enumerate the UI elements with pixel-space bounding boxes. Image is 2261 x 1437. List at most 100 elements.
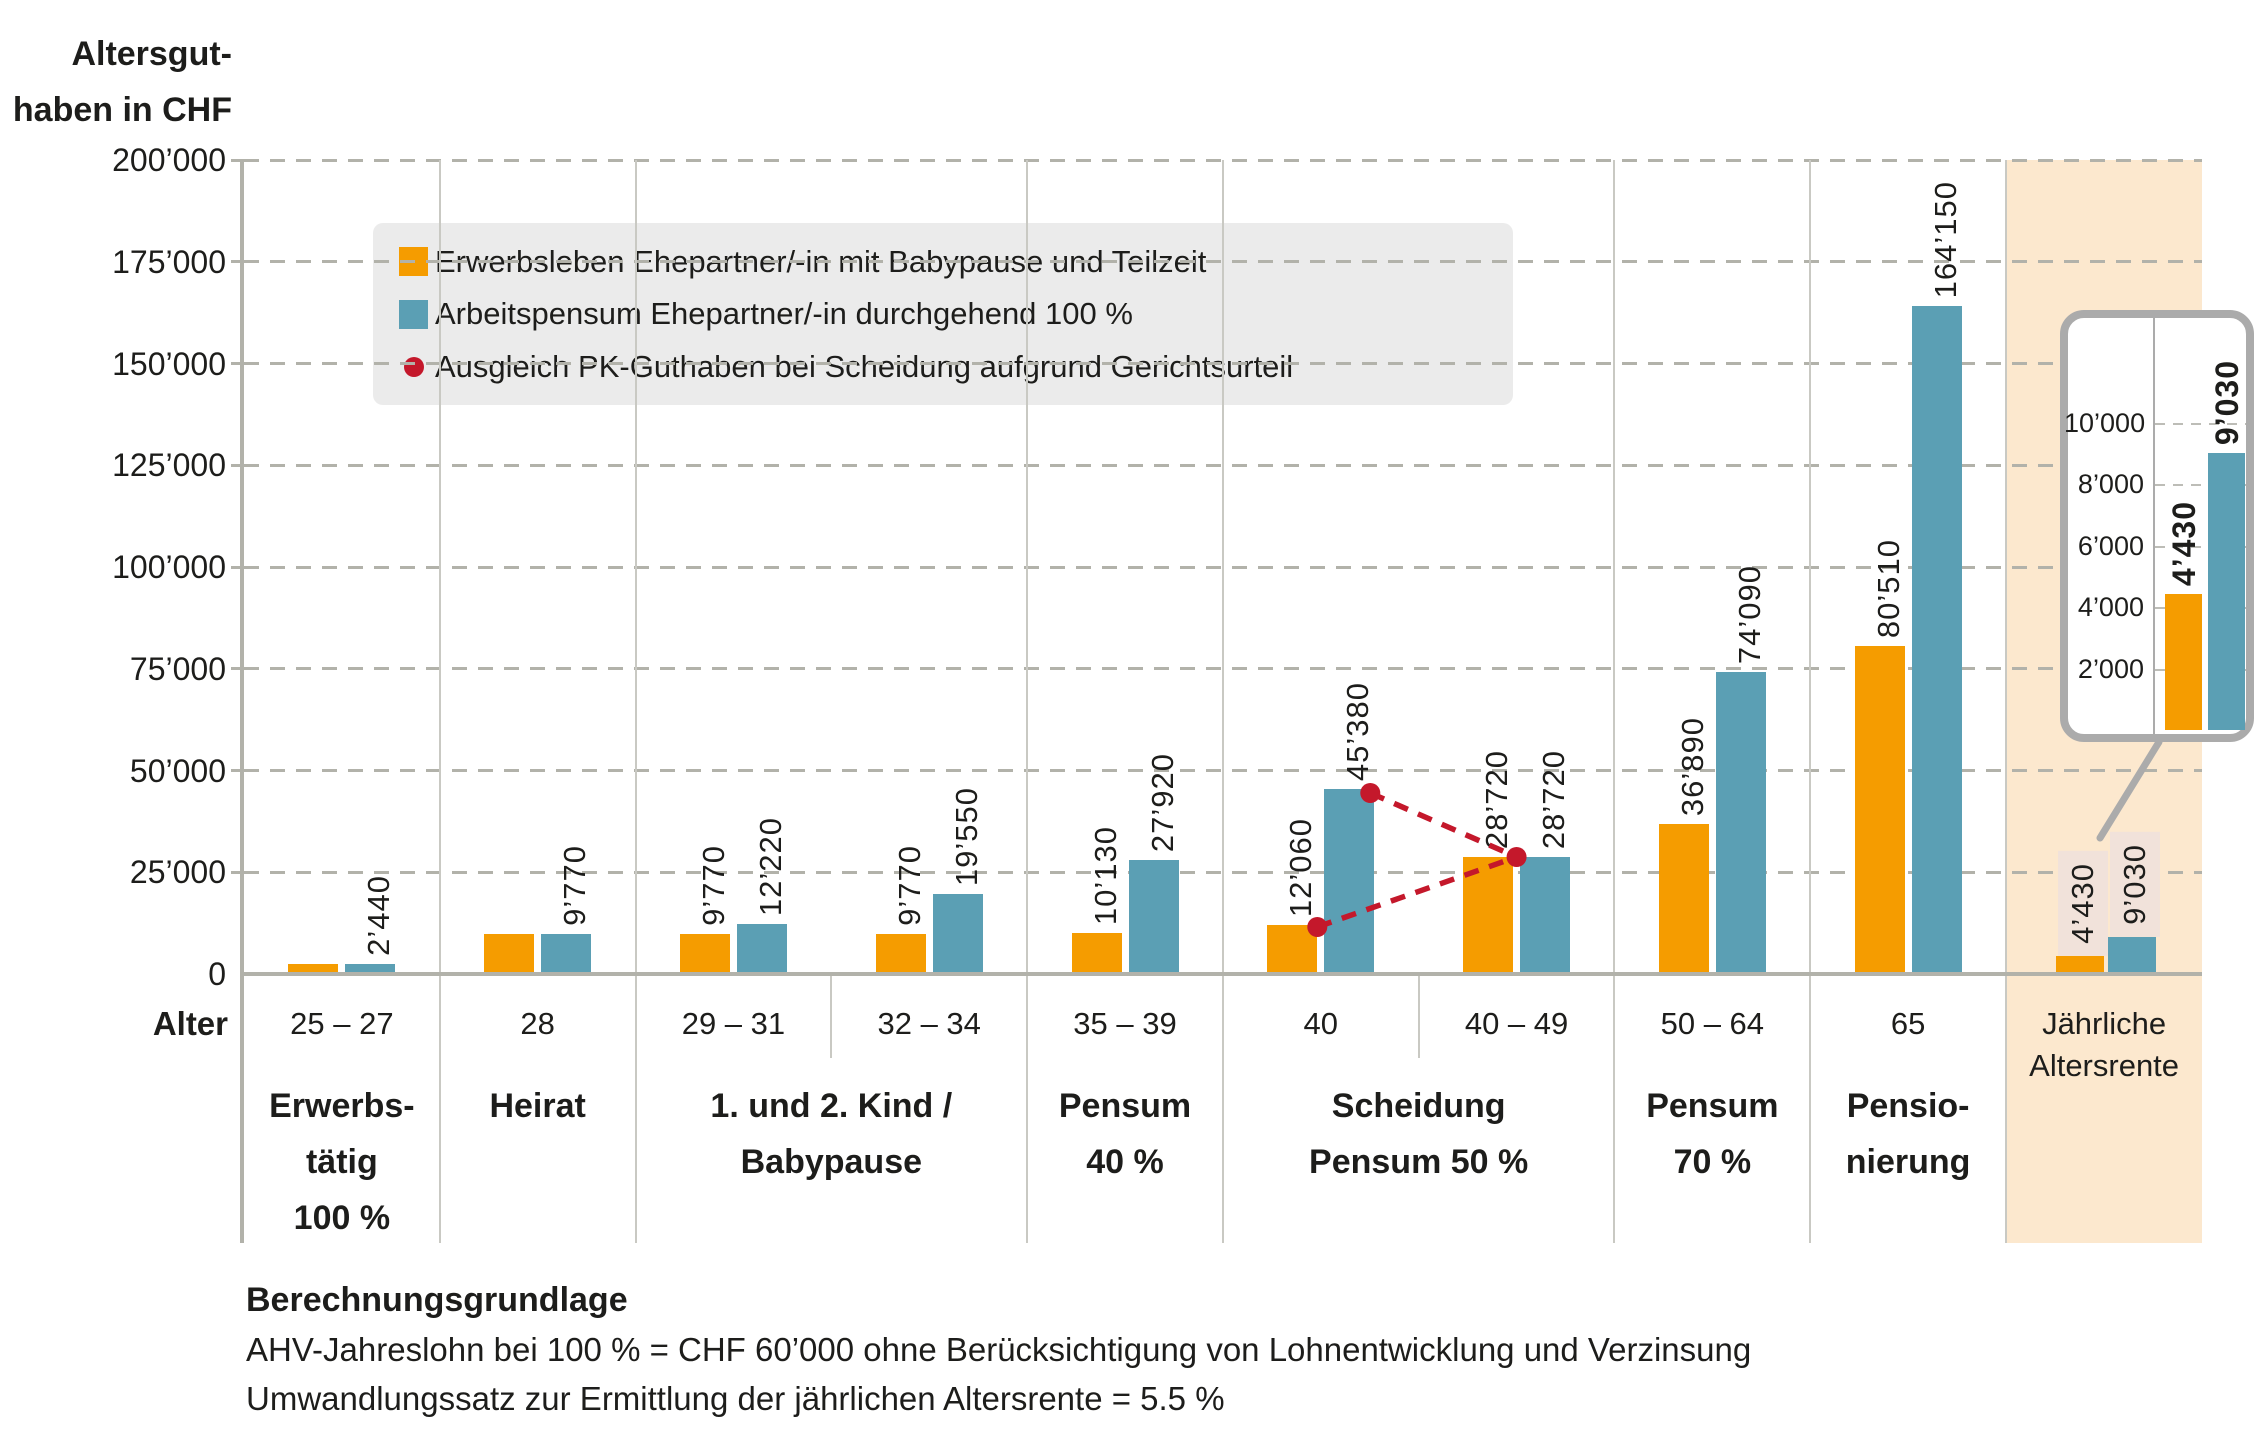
age-label: 29 – 31 [681,1006,786,1041]
age-label: 65 [1890,1006,1926,1041]
section-separator [438,160,441,1243]
y-tick-label: 150’000 [112,345,226,382]
x-baseline [240,972,2202,976]
bar-value-label: 36’890 [1674,716,1710,816]
bar-value-label: 28’720 [1479,749,1515,849]
bar-blue [541,934,592,974]
bar-value-label: 9’770 [557,845,593,926]
y-axis-tick [231,463,244,467]
bar-blue [1911,306,1962,974]
annuity-bar-orange [2056,956,2104,974]
section-separator [1613,160,1616,1243]
age-label: 50 – 64 [1660,1006,1765,1041]
bar-orange [484,934,535,974]
y-tick-label: 25’000 [129,854,226,891]
age-label: 32 – 34 [877,1006,981,1041]
blue-square-icon [399,299,428,329]
stage-label-line: 100 % [293,1199,391,1237]
y-tick-label: 0 [208,956,226,992]
y-axis-title-line2: haben in CHF [12,91,232,129]
stage-label-line: 40 % [1086,1143,1164,1181]
bar-orange [288,964,339,974]
y-axis-tick [231,158,244,162]
age-label: 35 – 39 [1073,1006,1177,1041]
legend-label: Arbeitspensum Ehepartner/-in durchgehend… [435,296,1133,331]
bar-blue [932,894,983,974]
inset-value-label: 4’430 [2165,500,2202,586]
red-dot-icon [404,356,424,377]
bar-value-label: 80’510 [1870,538,1906,638]
legend-item-100prozent: Arbeitspensum Ehepartner/-in durchgehend… [399,296,1513,332]
inset-tick-label: 8’000 [2077,469,2144,499]
stage-label: Pensum 40 % [1027,1078,1223,1190]
stage-label-line: Heirat [489,1087,586,1125]
bar-orange [1071,933,1122,974]
age-label: 25 – 27 [290,1006,394,1041]
inset-tick-label: 10’000 [2064,408,2146,438]
footnote-line: AHV-Jahreslohn bei 100 % = CHF 60’000 oh… [246,1331,1752,1368]
bar-value-label: 12’060 [1283,817,1319,917]
y-axis-tick [231,260,244,264]
stage-label: Scheidung Pensum 50 % [1223,1078,1615,1190]
stage-label: Heirat [440,1078,636,1134]
bar-value-label: 9’770 [695,845,731,926]
bar-value-label: 164’150 [1927,180,1963,298]
section-separator [2005,160,2008,1243]
annuity-header-line: Jährliche [2042,1006,2167,1041]
footnote: Berechnungsgrundlage AHV-Jahreslohn bei … [246,1276,1751,1423]
stage-label: Pensum 70 % [1614,1078,1810,1190]
stage-label: 1. und 2. Kind / Babypause [636,1078,1028,1190]
inset-axis-line [2153,318,2155,734]
inset-tick-label: 4’000 [2077,592,2144,622]
section-separator [1221,160,1224,1243]
bar-value-label: 2’440 [361,875,397,956]
stage-label-line: 70 % [1673,1143,1752,1181]
stage-label: Pensio-nierung [1810,1078,2006,1190]
age-divider [830,974,833,1058]
y-tick-label: 75’000 [129,650,226,687]
bar-value-label: 27’920 [1144,752,1180,852]
annuity-header-line: Altersrente [2029,1048,2180,1083]
age-label: 40 – 49 [1464,1006,1569,1041]
stage-label-line: Pensio- [1846,1087,1970,1125]
bar-blue [1520,857,1571,974]
footnote-line: Umwandlungssatz zur Ermittlung der jährl… [246,1380,1225,1417]
inset-bar-blue [2208,453,2245,730]
legend: Erwerbsleben Ehepartner/-in mit Babypaus… [373,223,1513,405]
bar-orange [679,934,730,974]
bar-value-label: 10’130 [1087,825,1123,925]
y-axis-line [240,160,244,1243]
inset-tick-label: 2’000 [2077,654,2144,684]
y-axis-tick [231,362,244,365]
y-axis-tick [231,769,244,772]
stage-label-line: Pensum 50 % [1309,1143,1529,1181]
y-axis-tick [231,870,244,874]
y-tick-label: 175’000 [112,243,226,280]
x-axis-label: Alter [152,1005,228,1042]
inset-gridline [2155,546,2246,548]
bar-orange [1463,857,1514,974]
stage-label-line: nierung [1845,1143,1971,1181]
bar-blue [345,964,396,974]
bar-blue [1128,860,1179,974]
stage-label-line: Pensum [1646,1087,1779,1125]
section-separator [1026,160,1029,1243]
y-axis-title-line1: Altersgut- [71,35,232,73]
legend-item-ausgleich: Ausgleich PK-Guthaben bei Scheidung aufg… [399,349,1513,385]
bar-blue [1324,789,1375,974]
y-axis-title: Altersgut- haben in CHF [0,26,232,138]
bar-value-label: 12’220 [752,816,788,916]
annuity-bar-blue [2108,937,2156,974]
y-axis-tick [231,565,244,569]
stage-label-line: Erwerbs- [269,1087,415,1125]
y-tick-label: 125’000 [112,447,226,484]
stage-label-line: tätig [305,1143,378,1181]
bar-orange [1267,925,1318,974]
age-divider [1417,974,1420,1058]
inset-tick-label: 6’000 [2077,531,2144,561]
age-label: 40 [1303,1006,1339,1041]
y-tick-label: 200’000 [112,142,226,178]
bar-orange [1854,646,1905,974]
bar-orange [875,934,926,974]
